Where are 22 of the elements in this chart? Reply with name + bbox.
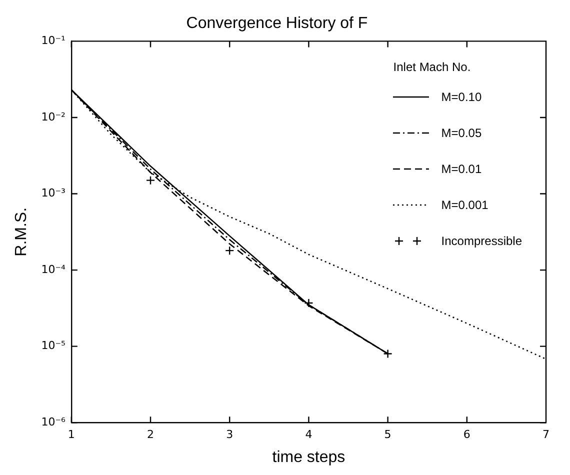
y-tick-label: 10⁻⁵ xyxy=(41,339,66,352)
x-tick-label: 7 xyxy=(542,428,550,442)
y-tick-label: 10⁻² xyxy=(41,110,66,124)
y-tick-label: 10⁻⁴ xyxy=(41,262,66,276)
x-tick-label: 1 xyxy=(68,428,75,442)
y-tick-label: 10⁻⁶ xyxy=(41,415,66,428)
y-axis-title: R.M.S. xyxy=(13,207,30,256)
legend-label: M=0.05 xyxy=(441,125,482,142)
x-axis-title: time steps xyxy=(272,448,346,466)
x-tick-label: 2 xyxy=(147,428,154,442)
legend-label: M=0.10 xyxy=(441,89,482,106)
x-tick-label: 5 xyxy=(384,428,392,442)
y-tick-label: 10⁻³ xyxy=(41,186,66,200)
chart-title: Convergence History of F xyxy=(186,15,368,32)
x-tick-label: 6 xyxy=(463,428,470,442)
legend-title: Inlet Mach No. xyxy=(393,59,472,76)
legend-label: M=0.001 xyxy=(441,197,488,214)
x-tick-label: 3 xyxy=(226,428,234,442)
y-tick-label: 10⁻¹ xyxy=(41,34,66,48)
legend-label: Incompressible xyxy=(441,233,522,250)
x-tick-label: 4 xyxy=(305,428,312,442)
legend-label: M=0.01 xyxy=(441,161,482,178)
